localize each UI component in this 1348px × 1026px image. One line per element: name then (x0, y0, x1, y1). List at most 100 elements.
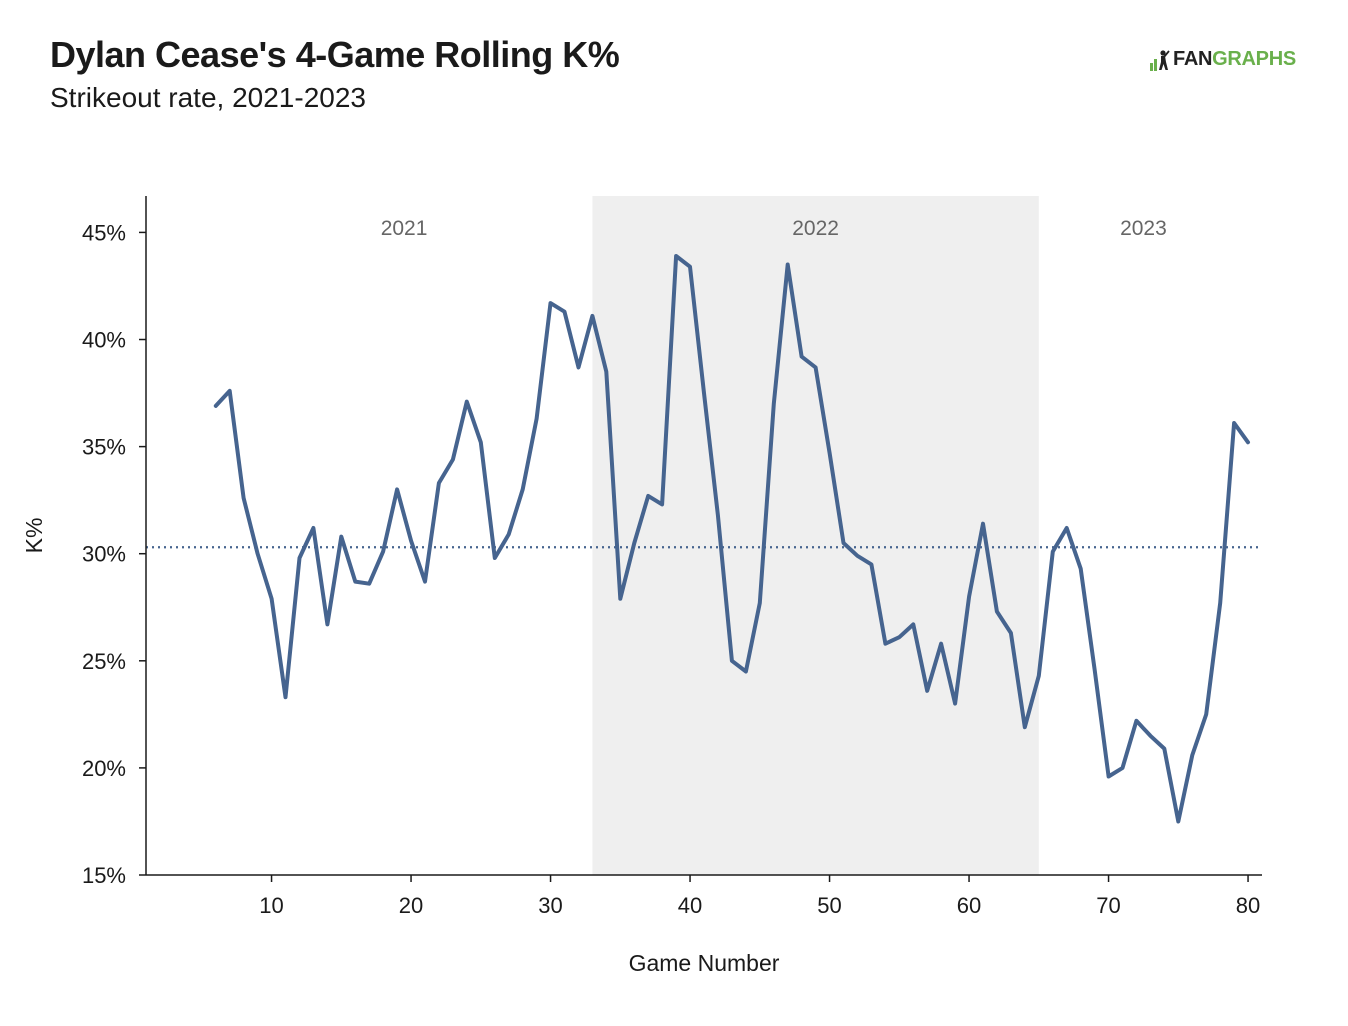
data-point (953, 702, 957, 706)
y-tick-label: 30% (82, 542, 126, 567)
data-point (465, 400, 469, 404)
data-point (353, 580, 357, 584)
data-point (814, 365, 818, 369)
data-point (1079, 567, 1083, 571)
x-tick-label: 30 (538, 893, 562, 918)
data-point (284, 695, 288, 699)
data-point (995, 610, 999, 614)
data-point (367, 582, 371, 586)
data-point (563, 310, 567, 314)
era-label-2021: 2021 (381, 217, 428, 240)
data-point (590, 314, 594, 318)
data-point (772, 402, 776, 406)
data-point (214, 404, 218, 408)
data-point (451, 457, 455, 461)
x-tick-label: 10 (259, 893, 283, 918)
y-tick-label: 15% (82, 863, 126, 888)
x-tick-label: 40 (678, 893, 702, 918)
data-point (981, 522, 985, 526)
data-point (437, 481, 441, 485)
logo-text: FANGRAPHS (1173, 48, 1296, 71)
data-point (883, 642, 887, 646)
data-point (744, 670, 748, 674)
data-point (507, 532, 511, 536)
x-tick-label: 70 (1096, 893, 1120, 918)
x-tick-label: 50 (817, 893, 841, 918)
data-point (925, 689, 929, 693)
data-point (939, 642, 943, 646)
data-point (660, 502, 664, 506)
y-axis-title: K% (21, 518, 47, 554)
data-point (688, 265, 692, 269)
x-axis-title: Game Number (629, 950, 780, 976)
batter-silhouette-icon (1150, 49, 1170, 71)
data-point (1176, 819, 1180, 823)
data-point (1065, 526, 1069, 530)
data-point (967, 595, 971, 599)
data-point (1162, 747, 1166, 751)
data-point (1218, 601, 1222, 605)
data-point (395, 487, 399, 491)
y-tick-label: 20% (82, 756, 126, 781)
data-point (228, 389, 232, 393)
data-point (716, 513, 720, 517)
data-point (1246, 440, 1250, 444)
data-point (1121, 766, 1125, 770)
data-point (1134, 719, 1138, 723)
data-point (242, 496, 246, 500)
fangraphs-logo: FANGRAPHS (1150, 48, 1296, 71)
y-tick-label: 45% (82, 220, 126, 245)
data-point (632, 541, 636, 545)
series-layer (213, 254, 1250, 824)
data-point (1051, 550, 1055, 554)
era-labels: 2021 2022 2023 (381, 217, 1167, 240)
x-tick-label: 60 (957, 893, 981, 918)
data-point (339, 535, 343, 539)
data-point (1190, 753, 1194, 757)
data-point (1023, 725, 1027, 729)
data-point (869, 562, 873, 566)
data-point (1009, 631, 1013, 635)
data-point (730, 659, 734, 663)
data-point (256, 552, 260, 556)
era-label-2022: 2022 (792, 217, 839, 240)
axes: 15% 20% 25% 30% 35% 40% 45% 10 20 30 40 50 60 70 80 (82, 196, 1262, 918)
data-point (576, 365, 580, 369)
data-point (1232, 421, 1236, 425)
x-tick-label: 20 (399, 893, 423, 918)
x-tick-label: 80 (1236, 893, 1260, 918)
data-point (311, 526, 315, 530)
era-label-2023: 2023 (1120, 217, 1167, 240)
shaded-region-2022 (592, 196, 1039, 875)
data-point (897, 635, 901, 639)
data-point (911, 622, 915, 626)
data-point (1148, 734, 1152, 738)
data-point (493, 556, 497, 560)
data-point (297, 556, 301, 560)
data-point (409, 539, 413, 543)
y-tick-label: 25% (82, 649, 126, 674)
data-point (618, 597, 622, 601)
data-point (1037, 674, 1041, 678)
chart-title: Dylan Cease's 4-Game Rolling K% (50, 34, 620, 75)
data-point (1107, 774, 1111, 778)
data-point (270, 597, 274, 601)
y-tick-label: 35% (82, 435, 126, 460)
logo-text-fan: FAN (1173, 48, 1213, 70)
shaded-regions (592, 196, 1039, 875)
chart-subtitle: Strikeout rate, 2021-2023 (50, 82, 366, 113)
data-point (758, 601, 762, 605)
y-tick-label: 40% (82, 328, 126, 353)
data-point (1204, 712, 1208, 716)
data-point (842, 541, 846, 545)
data-point (521, 487, 525, 491)
data-point (1093, 667, 1097, 671)
logo-text-graphs: GRAPHS (1212, 48, 1296, 70)
data-point (535, 417, 539, 421)
data-point (674, 254, 678, 258)
series-line-0 (213, 254, 1250, 824)
data-point (646, 494, 650, 498)
data-point (423, 580, 427, 584)
data-point (786, 263, 790, 267)
data-point (325, 622, 329, 626)
